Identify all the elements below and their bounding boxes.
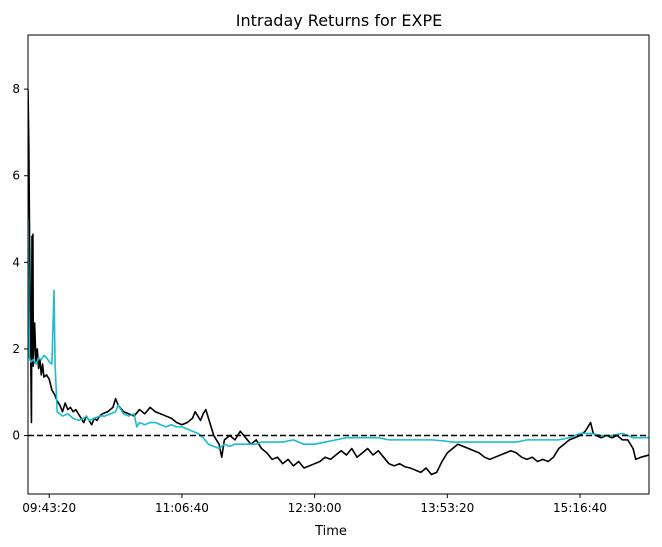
series-line-1 (28, 89, 649, 476)
y-axis: 0 2 4 6 8 (12, 82, 28, 443)
x-axis: 09:43:20 11:06:40 12:30:00 13:53:20 15:16:40 (22, 494, 607, 515)
plot-area (27, 34, 650, 495)
x-axis-label: Time (314, 524, 347, 539)
y-tick-label: 8 (12, 82, 20, 96)
y-tick-label: 2 (12, 342, 20, 356)
x-tick-label: 11:06:40 (155, 501, 209, 515)
y-tick-label: 0 (12, 429, 20, 443)
y-tick-label: 4 (12, 255, 20, 269)
x-tick-label: 13:53:20 (420, 501, 474, 515)
x-tick-label: 12:30:00 (288, 501, 342, 515)
series-line-2 (28, 219, 649, 450)
chart-title: Intraday Returns for EXPE (236, 11, 442, 30)
x-tick-label: 15:16:40 (553, 501, 607, 515)
y-tick-label: 6 (12, 169, 20, 183)
plot-frame (27, 34, 650, 495)
x-tick-label: 09:43:20 (22, 501, 76, 515)
